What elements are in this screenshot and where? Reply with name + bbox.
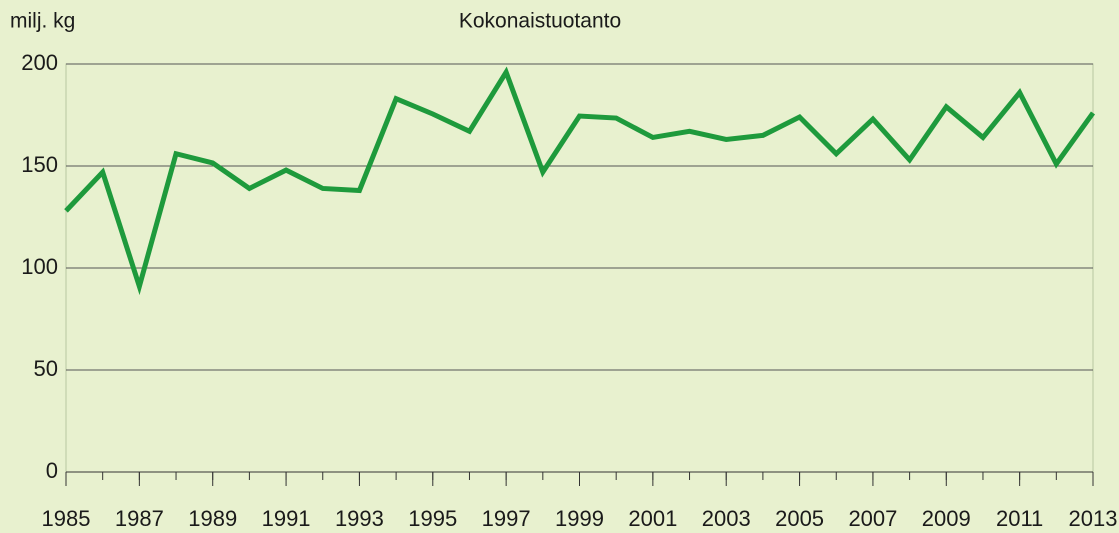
y-tick-label: 0 <box>46 458 58 483</box>
chart-title: Kokonaistuotanto <box>459 10 621 33</box>
y-tick-label: 150 <box>21 152 58 177</box>
x-tick-label: 2011 <box>996 506 1043 531</box>
x-tick-label: 2005 <box>775 506 824 531</box>
x-tick-label: 2013 <box>1069 506 1118 531</box>
x-tick-label: 2003 <box>702 506 751 531</box>
y-axis-label: milj. kg <box>10 10 75 33</box>
x-tick-label: 1999 <box>555 506 604 531</box>
x-tick-label: 1995 <box>408 506 457 531</box>
x-tick-label: 1997 <box>482 506 531 531</box>
y-tick-label: 100 <box>21 254 58 279</box>
y-tick-label: 200 <box>21 50 58 75</box>
x-tick-label: 2007 <box>848 506 897 531</box>
x-tick-label: 2009 <box>922 506 971 531</box>
x-tick-label: 1993 <box>335 506 384 531</box>
x-tick-label: 1991 <box>262 506 311 531</box>
data-line <box>64 66 1096 296</box>
x-tick-label: 2001 <box>628 506 677 531</box>
x-tick-label: 1985 <box>42 506 91 531</box>
x-tick-label: 1987 <box>115 506 164 531</box>
y-tick-label: 50 <box>34 356 58 381</box>
x-tick-label: 1989 <box>188 506 237 531</box>
